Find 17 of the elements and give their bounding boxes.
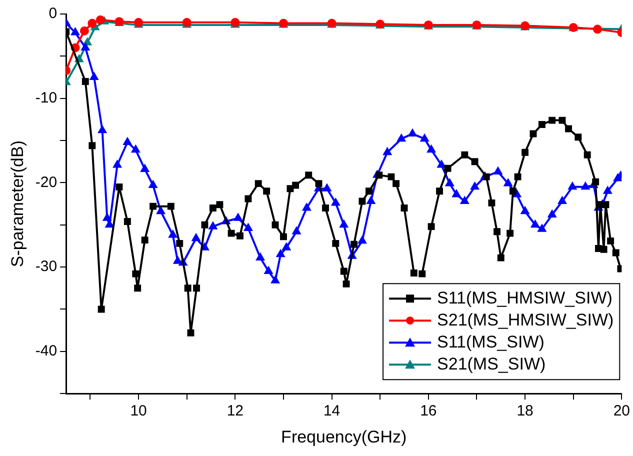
y-tick-label: -40 [35, 342, 58, 360]
x-tick-label: 18 [516, 402, 534, 420]
legend-label: S21(MS_HMSIW_SIW) [437, 310, 614, 330]
x-tick-label: 12 [226, 402, 244, 420]
y-tick-label: -10 [35, 89, 58, 106]
x-axis-title: Frequency(GHz) [281, 427, 407, 446]
x-tick-label: 14 [323, 402, 340, 420]
y-tick-label: 0 [48, 5, 58, 22]
y-tick-label: -20 [35, 174, 58, 191]
legend-label: S11(MS_HMSIW_SIW) [437, 288, 612, 308]
x-tick-label: 16 [420, 402, 437, 420]
legend-label: S11(MS_SIW) [437, 332, 544, 352]
legend-label: S21(MS_SIW) [437, 354, 546, 374]
y-axis-title: S-parameter(dB) [8, 140, 27, 268]
y-tick-label: -30 [35, 258, 58, 276]
x-tick-label: 20 [613, 402, 630, 420]
x-tick-label: 10 [130, 402, 147, 420]
